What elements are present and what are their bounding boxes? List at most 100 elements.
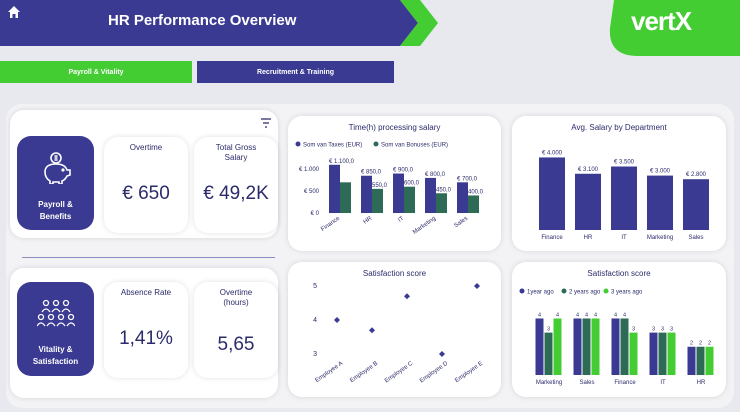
data-point	[474, 283, 480, 289]
kpi-absence-rate-value: 1,41%	[119, 328, 173, 349]
payroll-benefits-label-1: Payroll &	[38, 200, 73, 209]
legend-label: 2 years ago	[569, 290, 601, 296]
kpi-overtime-hours-label-2: (hours)	[223, 298, 249, 307]
data-label: 2	[708, 341, 711, 347]
chart-satisfaction-scatter-card: Satisfaction score 5 4 3 Employee A Employee…	[288, 262, 501, 397]
chart-avg-salary-card: Avg. Salary by Department € 4.000 Finance…	[512, 116, 726, 251]
kpi-overtime-label: Overtime	[129, 143, 163, 152]
data-point	[334, 317, 340, 323]
data-label: 4	[538, 312, 541, 318]
x-tick-label: Employee C	[384, 360, 415, 384]
kpi-gross-salary-card: Total Gross Salary € 49,2K	[194, 137, 278, 233]
bar	[629, 332, 638, 375]
kpi-absence-rate-label: Absence Rate	[120, 288, 172, 297]
bar	[667, 332, 676, 375]
x-tick-label: Marketing	[412, 216, 437, 236]
x-tick-label: Finance	[320, 215, 341, 233]
data-label: 4	[585, 312, 588, 318]
data-label: € 800,0	[425, 172, 446, 178]
bar	[393, 173, 404, 213]
kpi-overtime-hours-label-1: Overtime	[219, 288, 253, 297]
bar	[468, 195, 479, 213]
kpi-overtime-value: € 650	[122, 183, 170, 204]
chart-satisfaction-bar: 1year ago 2 years ago 3 years ago 4 3 4 Market…	[519, 288, 714, 386]
home-icon[interactable]	[6, 4, 22, 20]
x-tick-label: Finance	[614, 380, 636, 386]
data-label: € 1.100,0	[329, 159, 355, 165]
data-label: 4	[623, 312, 626, 318]
x-tick-label: IT	[621, 235, 627, 241]
bar	[404, 186, 415, 213]
filter-icon[interactable]	[260, 117, 272, 129]
tab-recruitment-training[interactable]: Recruitment & Training	[197, 61, 394, 83]
x-tick-label: Employee E	[454, 361, 484, 384]
kpi-overtime-card: Overtime € 650	[104, 137, 188, 233]
data-label: 400,0	[468, 189, 484, 195]
data-label: 3	[661, 327, 664, 333]
data-point	[369, 327, 375, 334]
vitality-satisfaction-label-2: Satisfaction	[32, 357, 79, 366]
x-tick-label: Employee D	[419, 360, 450, 384]
x-tick-label: Sales	[688, 235, 703, 241]
bar	[683, 179, 709, 230]
bar	[535, 318, 544, 375]
kpi-overtime-hours-value: 5,65	[217, 334, 255, 355]
kpi-gross-salary-label-1: Total Gross	[215, 143, 257, 152]
bar	[553, 318, 562, 375]
vitality-satisfaction-label-1: Vitality &	[38, 345, 73, 354]
page-title: HR Performance Overview	[108, 12, 297, 29]
bar	[611, 166, 637, 230]
kpi-overtime-hours-card: Overtime (hours) 5,65	[194, 282, 278, 378]
tab-label: Recruitment & Training	[256, 68, 334, 76]
bar	[573, 318, 582, 375]
data-label: € 4.000	[542, 150, 563, 156]
x-tick-label: Marketing	[536, 380, 562, 386]
data-label: € 900,0	[393, 168, 414, 174]
bar	[649, 332, 658, 375]
bar	[436, 193, 447, 213]
x-tick-label: Sales	[453, 216, 469, 230]
data-label: 4	[594, 312, 597, 318]
bar	[361, 175, 372, 213]
kpi-gross-salary-value: € 49,2K	[203, 183, 269, 204]
payroll-benefits-tile[interactable]: Payroll & Benefits	[17, 136, 94, 230]
data-label: 3	[652, 327, 655, 333]
chart-processing-salary-card: Time(h) processing salary Som van Taxes …	[288, 116, 501, 251]
data-label: 2	[699, 341, 702, 347]
data-label: 3	[670, 327, 673, 333]
data-label: 3	[632, 327, 635, 333]
bar	[329, 164, 340, 213]
data-point	[439, 351, 445, 357]
y-tick-label: € 0	[311, 211, 320, 217]
legend-marker	[519, 288, 525, 294]
x-tick-label: Finance	[541, 235, 563, 241]
bar	[591, 318, 600, 375]
header-banner	[0, 0, 438, 46]
data-label: € 3.100	[578, 167, 599, 173]
legend-marker	[373, 141, 379, 147]
chart-processing-salary: Som van Taxes (EUR) Som van Bonuses (EUR)…	[295, 141, 484, 236]
vitality-satisfaction-tile[interactable]: Vitality & Satisfaction	[17, 282, 94, 376]
legend-label: Som van Taxes (EUR)	[303, 143, 362, 149]
data-label: 4	[614, 312, 617, 318]
data-label: € 2.800	[686, 172, 707, 178]
data-label: € 850,0	[361, 170, 382, 176]
data-label: 600,0	[404, 181, 420, 187]
chart-avg-salary-title: Avg. Salary by Department	[571, 123, 667, 132]
bar	[539, 157, 565, 230]
data-label: 4	[576, 312, 579, 318]
x-tick-label: IT	[660, 380, 666, 386]
tab-payroll-vitality[interactable]: Payroll & Vitality	[0, 61, 192, 83]
data-label: 3	[547, 327, 550, 333]
data-label: € 3.500	[614, 160, 635, 166]
x-tick-label: Marketing	[647, 235, 673, 241]
data-point	[404, 293, 410, 300]
y-tick-label: € 500	[304, 189, 320, 195]
chart-satisfaction-bar-title: Satisfaction score	[587, 269, 651, 278]
bar	[620, 318, 629, 375]
y-tick-label: 4	[313, 317, 317, 324]
x-tick-label: HR	[363, 215, 374, 225]
data-label: 450,0	[436, 187, 452, 193]
people-group-icon	[37, 299, 75, 327]
bar	[658, 332, 667, 375]
